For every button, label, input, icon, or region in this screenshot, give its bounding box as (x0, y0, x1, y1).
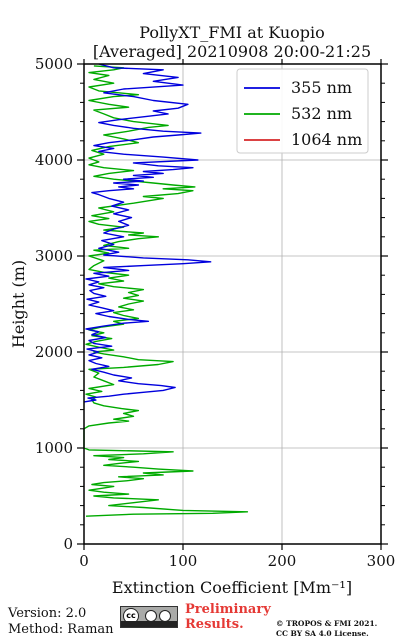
y-axis-label: Height (m) (9, 260, 28, 348)
x-tick-label: 300 (367, 552, 396, 570)
y-tick-labels: 0 1000 2000 3000 4000 5000 (35, 55, 73, 553)
series-line-355-nm (83, 63, 212, 403)
x-tick-label: 0 (79, 552, 89, 570)
plot-frame (83, 63, 382, 545)
legend: 355 nm 532 nm 1064 nm (236, 68, 369, 154)
legend-box (236, 68, 369, 154)
preliminary-line1: Preliminary (185, 602, 271, 617)
preliminary-line2: Results. (185, 617, 244, 632)
footer-info: Version: 2.0 Method: Raman (8, 606, 114, 638)
preliminary-notice: Preliminary Results. (185, 602, 271, 632)
chart-title-line2: [Averaged] 20210908 20:00-21:25 (93, 42, 371, 61)
copyright-notice: © TROPOS & FMI 2021. CC BY SA 4.0 Licens… (276, 619, 377, 639)
x-axis-label: Extinction Coefficient [Mm⁻¹] (112, 578, 352, 597)
x-tick-labels: 0 100 200 300 (79, 552, 395, 570)
copyright-line2: CC BY SA 4.0 License. (276, 629, 369, 638)
extinction-profile-chart: PollyXT_FMI at Kuopio [Averaged] 2021090… (9, 23, 395, 597)
legend-label: 355 nm (291, 78, 352, 97)
axis-ticks (77, 59, 388, 550)
y-tick-label: 4000 (35, 151, 73, 169)
method-label: Method: Raman (8, 622, 114, 637)
y-tick-label: 0 (63, 535, 73, 553)
y-tick-label: 1000 (35, 439, 73, 457)
license-bar (121, 621, 177, 627)
legend-label: 532 nm (291, 104, 352, 123)
legend-label: 1064 nm (291, 130, 362, 149)
version-label: Version: 2.0 (8, 606, 87, 621)
copyright-line1: © TROPOS & FMI 2021. (276, 619, 378, 628)
y-tick-label: 2000 (35, 343, 73, 361)
series-layer (83, 63, 249, 517)
x-tick-label: 200 (268, 552, 297, 570)
series-line-532-nm (83, 65, 249, 517)
cc-license-badge: cc (120, 606, 178, 628)
y-tick-label: 3000 (35, 247, 73, 265)
y-tick-label: 5000 (35, 55, 73, 73)
chart-title-line1: PollyXT_FMI at Kuopio (139, 23, 325, 42)
x-tick-label: 100 (169, 552, 198, 570)
